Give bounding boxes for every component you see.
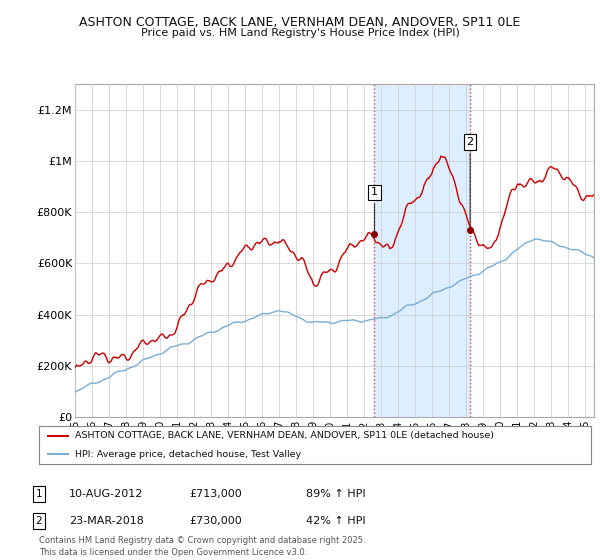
Text: ASHTON COTTAGE, BACK LANE, VERNHAM DEAN, ANDOVER, SP11 0LE: ASHTON COTTAGE, BACK LANE, VERNHAM DEAN,… [79,16,521,29]
Text: Price paid vs. HM Land Registry's House Price Index (HPI): Price paid vs. HM Land Registry's House … [140,28,460,38]
Text: £730,000: £730,000 [189,516,242,526]
Text: 2: 2 [467,137,473,147]
Text: ASHTON COTTAGE, BACK LANE, VERNHAM DEAN, ANDOVER, SP11 0LE (detached house): ASHTON COTTAGE, BACK LANE, VERNHAM DEAN,… [75,431,494,440]
Text: 1: 1 [371,187,378,197]
Text: HPI: Average price, detached house, Test Valley: HPI: Average price, detached house, Test… [75,450,301,459]
Text: 42% ↑ HPI: 42% ↑ HPI [306,516,365,526]
Text: £713,000: £713,000 [189,489,242,499]
Text: 89% ↑ HPI: 89% ↑ HPI [306,489,365,499]
Text: Contains HM Land Registry data © Crown copyright and database right 2025.
This d: Contains HM Land Registry data © Crown c… [39,536,365,557]
Text: 2: 2 [35,516,43,526]
Text: 10-AUG-2012: 10-AUG-2012 [69,489,143,499]
Bar [374,84,470,417]
Text: 1: 1 [35,489,43,499]
Text: 23-MAR-2018: 23-MAR-2018 [69,516,144,526]
